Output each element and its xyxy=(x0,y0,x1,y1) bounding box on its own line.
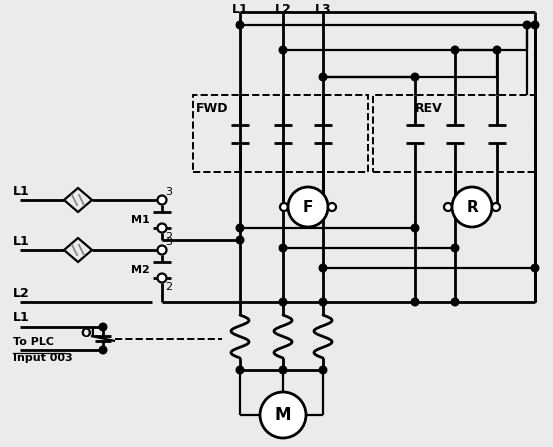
Text: L1: L1 xyxy=(13,235,30,248)
Circle shape xyxy=(99,346,107,354)
Text: L1: L1 xyxy=(13,185,30,198)
Text: M1: M1 xyxy=(131,215,150,225)
Circle shape xyxy=(328,203,336,211)
Text: F: F xyxy=(303,199,313,215)
Text: 3: 3 xyxy=(165,237,172,247)
Circle shape xyxy=(493,46,501,54)
Circle shape xyxy=(319,264,327,272)
Circle shape xyxy=(158,195,166,204)
Circle shape xyxy=(523,21,531,29)
Text: 2: 2 xyxy=(165,232,172,242)
Circle shape xyxy=(99,323,107,331)
Text: L1: L1 xyxy=(232,3,248,16)
Text: 3: 3 xyxy=(165,187,172,197)
Circle shape xyxy=(260,392,306,438)
Text: Input 003: Input 003 xyxy=(13,353,72,363)
Circle shape xyxy=(280,203,288,211)
Circle shape xyxy=(319,73,327,81)
Text: M2: M2 xyxy=(131,265,150,275)
Circle shape xyxy=(451,298,459,306)
Text: R: R xyxy=(466,199,478,215)
Circle shape xyxy=(279,298,287,306)
Text: L2: L2 xyxy=(13,287,30,300)
Bar xyxy=(193,95,368,172)
Circle shape xyxy=(279,46,287,54)
Circle shape xyxy=(531,264,539,272)
Circle shape xyxy=(319,298,327,306)
Circle shape xyxy=(411,224,419,232)
Circle shape xyxy=(236,224,244,232)
Circle shape xyxy=(319,366,327,374)
Circle shape xyxy=(236,236,244,244)
Circle shape xyxy=(492,203,500,211)
Circle shape xyxy=(279,366,287,374)
Text: FWD: FWD xyxy=(196,102,228,115)
Text: OL: OL xyxy=(80,327,99,340)
Circle shape xyxy=(236,366,244,374)
Text: L2: L2 xyxy=(275,3,291,16)
Text: 2: 2 xyxy=(165,282,172,292)
Circle shape xyxy=(158,274,166,283)
Circle shape xyxy=(531,21,539,29)
Text: REV: REV xyxy=(415,102,443,115)
Text: M: M xyxy=(275,406,291,424)
Circle shape xyxy=(279,244,287,252)
Circle shape xyxy=(288,187,328,227)
Text: L3: L3 xyxy=(315,3,331,16)
Circle shape xyxy=(411,73,419,81)
Circle shape xyxy=(411,298,419,306)
Circle shape xyxy=(158,224,166,232)
Bar xyxy=(373,95,535,172)
Circle shape xyxy=(158,245,166,254)
Circle shape xyxy=(451,46,459,54)
Circle shape xyxy=(451,244,459,252)
Circle shape xyxy=(452,187,492,227)
Text: To PLC: To PLC xyxy=(13,337,54,347)
Circle shape xyxy=(444,203,452,211)
Circle shape xyxy=(236,21,244,29)
Text: L1: L1 xyxy=(13,311,30,324)
